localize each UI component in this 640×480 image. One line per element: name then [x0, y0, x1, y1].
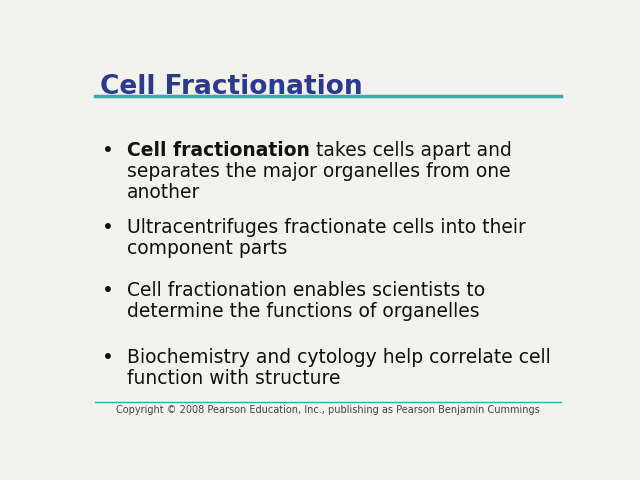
Text: takes cells apart and: takes cells apart and: [310, 141, 512, 160]
Text: •: •: [102, 281, 114, 300]
Text: •: •: [102, 218, 114, 238]
Text: separates the major organelles from one: separates the major organelles from one: [127, 162, 511, 181]
Text: •: •: [102, 348, 114, 367]
Text: Ultracentrifuges fractionate cells into their: Ultracentrifuges fractionate cells into …: [127, 218, 526, 238]
Text: component parts: component parts: [127, 240, 287, 258]
Text: Biochemistry and cytology help correlate cell: Biochemistry and cytology help correlate…: [127, 348, 551, 367]
Text: determine the functions of organelles: determine the functions of organelles: [127, 302, 480, 321]
Text: Cell Fractionation: Cell Fractionation: [100, 74, 362, 100]
Text: Cell fractionation: Cell fractionation: [127, 141, 310, 160]
Text: •: •: [102, 141, 114, 160]
Text: Copyright © 2008 Pearson Education, Inc., publishing as Pearson Benjamin Cumming: Copyright © 2008 Pearson Education, Inc.…: [116, 405, 540, 415]
Text: function with structure: function with structure: [127, 369, 340, 388]
Text: another: another: [127, 183, 200, 202]
Text: Cell fractionation enables scientists to: Cell fractionation enables scientists to: [127, 281, 485, 300]
